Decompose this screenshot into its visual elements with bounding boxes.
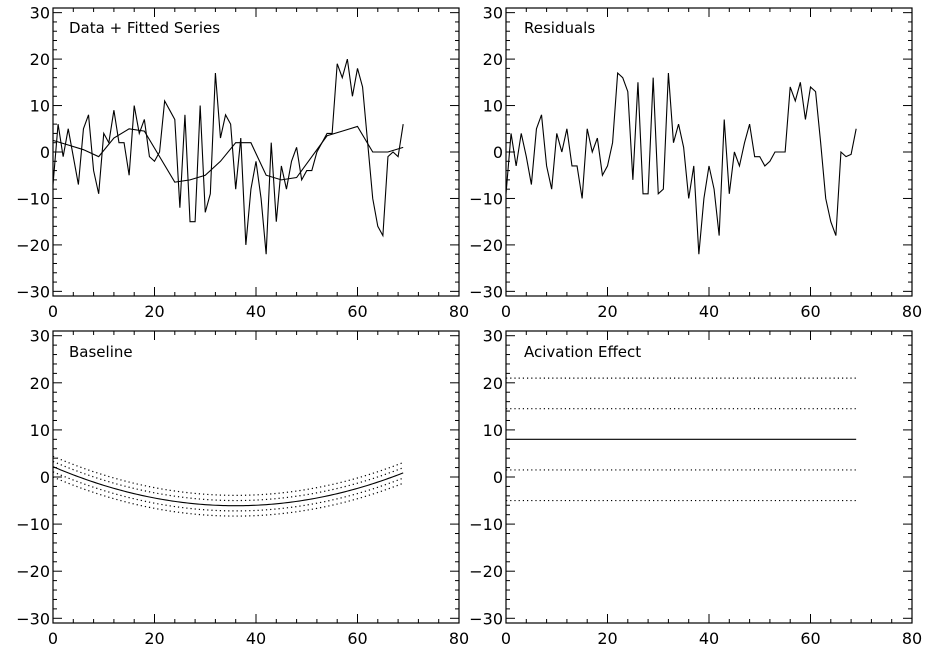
x-tick-label: 40 [246, 302, 266, 321]
x-tick-label: 80 [449, 302, 469, 321]
x-tick-label: 60 [347, 629, 367, 648]
y-tick-label: −30 [16, 609, 50, 628]
plot-frame [505, 330, 913, 624]
y-tick-label: −10 [16, 189, 50, 208]
y-tick-label: 10 [483, 421, 503, 440]
x-tick-label: 20 [144, 302, 164, 321]
x-tick-label: 0 [48, 302, 58, 321]
panel-data-fitted: Data + Fitted Series −30 −20 −10 0 10 20 30 0 2… [16, 4, 469, 321]
x-tick-label: 80 [449, 629, 469, 648]
y-tick-label: 20 [483, 374, 503, 393]
x-tick-labels: 0 20 40 60 80 [48, 302, 469, 321]
x-tick-labels: 0 20 40 60 80 [501, 302, 922, 321]
panel-baseline: Baseline −30 −20 −10 0 10 20 30 0 20 40 60 80 [16, 327, 469, 648]
y-tick-label: −20 [16, 562, 50, 581]
x-tick-label: 0 [48, 629, 58, 648]
x-tick-label: 80 [902, 302, 922, 321]
y-tick-label: 30 [483, 327, 503, 346]
y-tick-labels: −30 −20 −10 0 10 20 30 [16, 327, 50, 629]
y-tick-label: −10 [469, 515, 503, 534]
y-tick-label: 20 [30, 374, 50, 393]
series-line [52, 125, 404, 183]
x-tick-label: 0 [501, 302, 511, 321]
dotted-series-line [52, 455, 404, 496]
y-tick-label: 30 [483, 4, 503, 23]
x-tick-labels: 0 20 40 60 80 [48, 629, 469, 648]
y-tick-label: −30 [469, 609, 503, 628]
x-tick-label: 40 [699, 302, 719, 321]
panel-title: Residuals [524, 19, 595, 37]
x-tick-label: 20 [597, 302, 617, 321]
dotted-series-line [52, 460, 404, 502]
panel-title: Data + Fitted Series [69, 19, 220, 37]
x-tick-label: 0 [501, 629, 511, 648]
y-tick-label: 30 [30, 4, 50, 23]
panel-activation-effect: Acivation Effect −30 −20 −10 0 10 20 30 0 20 40 6… [469, 327, 922, 648]
y-tick-label: 0 [493, 468, 503, 487]
dotted-series-line [52, 476, 404, 517]
x-tick-label: 60 [800, 302, 820, 321]
plot-area [505, 71, 857, 255]
y-tick-label: 10 [30, 421, 50, 440]
y-tick-labels: −30 −20 −10 0 10 20 30 [469, 4, 503, 302]
x-tick-labels: 0 20 40 60 80 [501, 629, 922, 648]
y-tick-label: −20 [469, 236, 503, 255]
axis-ticks [52, 8, 460, 296]
y-tick-label: 0 [40, 468, 50, 487]
y-tick-label: 20 [30, 50, 50, 69]
y-tick-label: 30 [30, 327, 50, 346]
y-tick-label: −30 [16, 282, 50, 301]
plot-area [52, 455, 404, 517]
panel-residuals: Residuals −30 −20 −10 0 10 20 30 0 20 40 60 80 [469, 4, 922, 321]
y-tick-label: 20 [483, 50, 503, 69]
plot-area [506, 377, 857, 502]
y-tick-label: −10 [16, 515, 50, 534]
y-tick-label: 0 [493, 143, 503, 162]
x-tick-label: 40 [699, 629, 719, 648]
panel-title: Baseline [69, 343, 133, 361]
y-tick-label: 0 [40, 143, 50, 162]
y-tick-labels: −30 −20 −10 0 10 20 30 [16, 4, 50, 302]
x-tick-label: 40 [246, 629, 266, 648]
x-tick-label: 60 [347, 302, 367, 321]
y-tick-label: 10 [30, 97, 50, 116]
y-tick-label: −20 [469, 562, 503, 581]
plot-frame [52, 330, 460, 624]
y-tick-label: −10 [469, 189, 503, 208]
axis-ticks [505, 8, 913, 296]
x-tick-label: 60 [800, 629, 820, 648]
x-tick-label: 20 [597, 629, 617, 648]
series-line [52, 466, 404, 507]
axis-ticks [505, 331, 913, 623]
y-tick-label: 10 [483, 97, 503, 116]
series-line [505, 71, 857, 255]
series-line [52, 58, 404, 255]
y-tick-labels: −30 −20 −10 0 10 20 30 [469, 327, 503, 629]
x-tick-label: 20 [144, 629, 164, 648]
y-tick-label: −20 [16, 236, 50, 255]
plot-area [52, 58, 404, 255]
plot-frame [52, 7, 460, 297]
axis-ticks [52, 331, 460, 623]
y-tick-label: −30 [469, 282, 503, 301]
dotted-series-line [52, 471, 404, 512]
x-tick-label: 80 [902, 629, 922, 648]
panel-title: Acivation Effect [524, 343, 641, 361]
